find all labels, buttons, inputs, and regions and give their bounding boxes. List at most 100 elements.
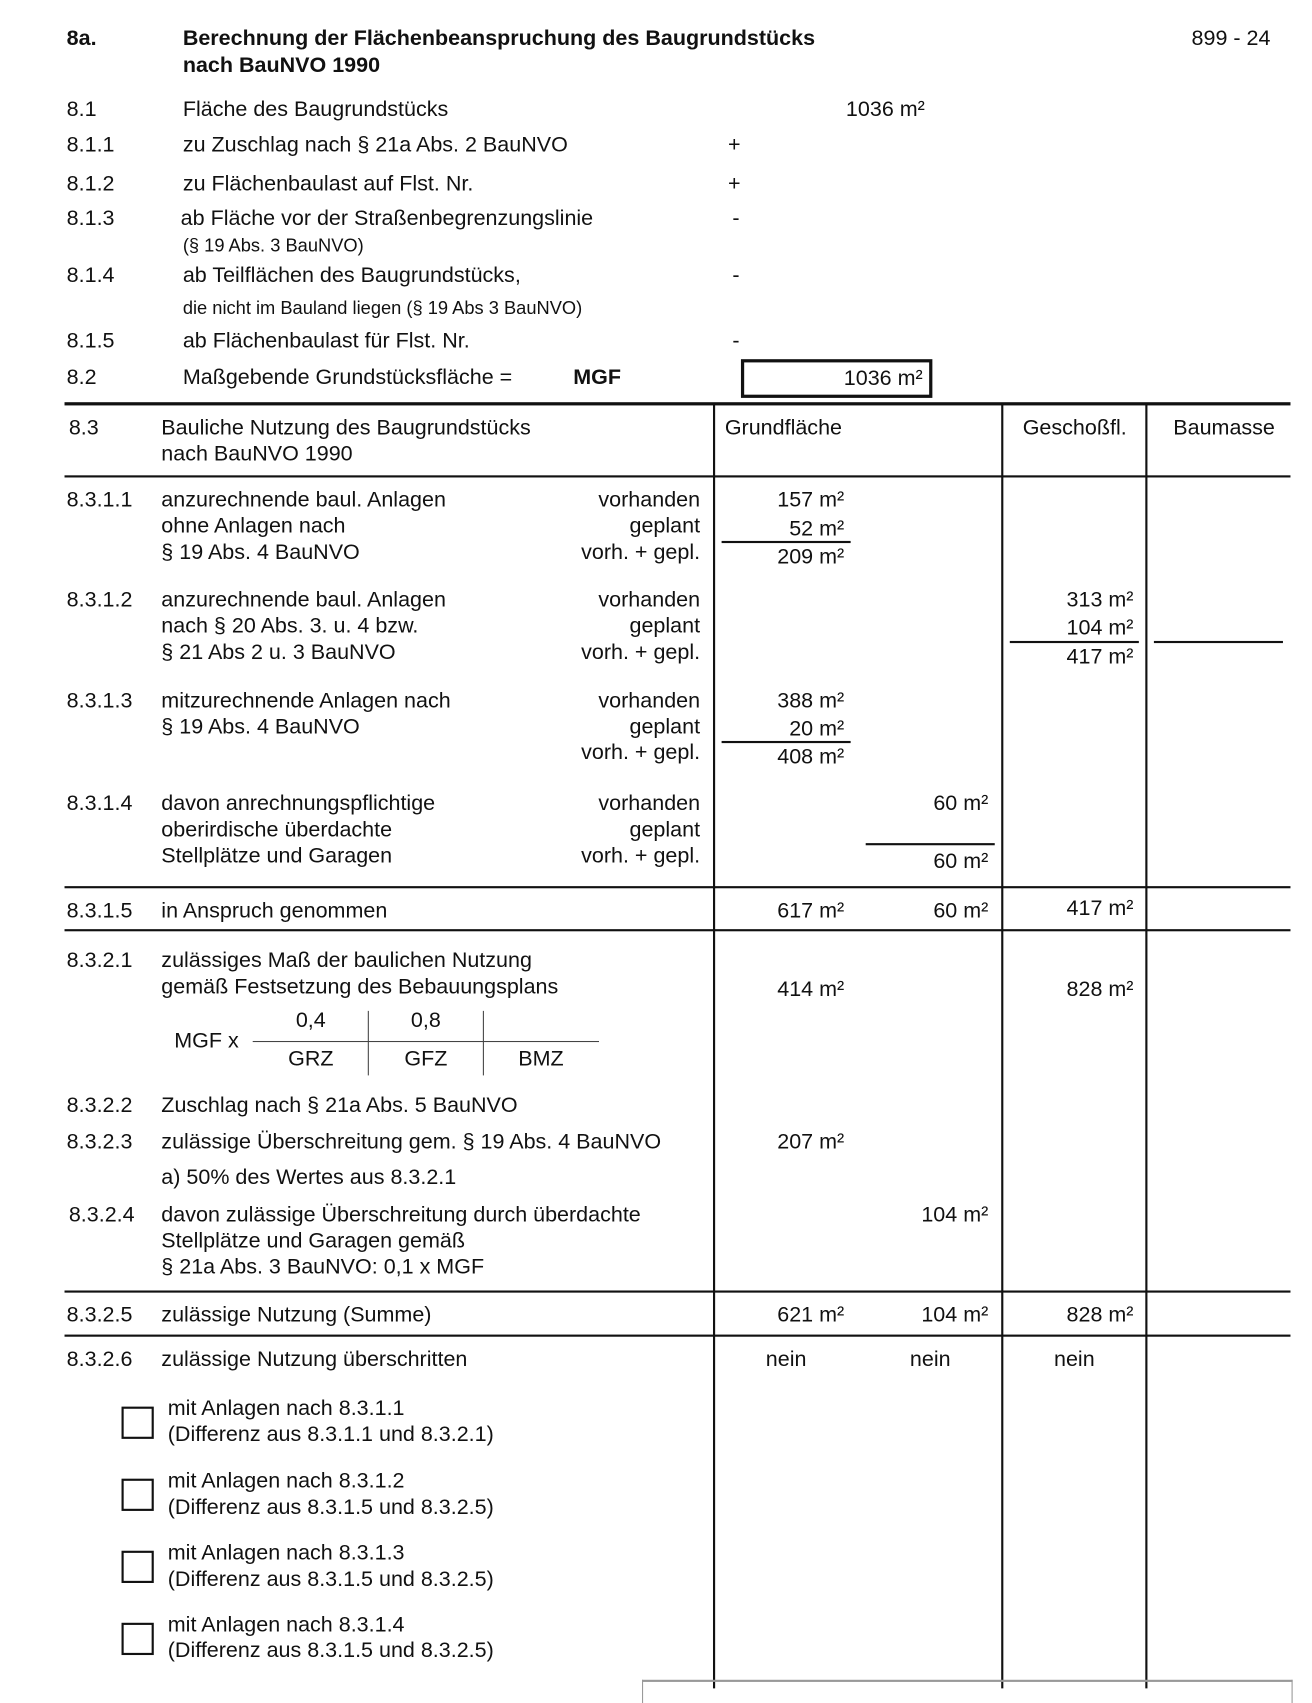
row-label: § 19 Abs. 4 BauNVO bbox=[161, 540, 360, 565]
value-grundflaeche: 621 m² bbox=[777, 1303, 845, 1328]
sum-rule bbox=[865, 843, 995, 845]
row-number: 8.3.1.3 bbox=[66, 689, 133, 713]
row-number: 8.1.5 bbox=[66, 329, 115, 353]
row-label: ohne Anlagen nach bbox=[161, 514, 346, 538]
row-label: ab Teilflächen des Baugrundstücks, bbox=[182, 263, 521, 288]
value-sum: 209 m² bbox=[777, 545, 845, 569]
state-sum: vorh. + gepl. bbox=[581, 740, 701, 765]
row-label: Zuschlag nach § 21a Abs. 5 BauNVO bbox=[161, 1093, 518, 1118]
row-number: 8.3.2.3 bbox=[66, 1130, 133, 1154]
value-vorhanden: 313 m² bbox=[1066, 588, 1134, 612]
minus-sign: - bbox=[732, 329, 740, 353]
row-number: 8.3.2.1 bbox=[66, 948, 133, 973]
page-reference: 899 - 24 bbox=[1191, 26, 1271, 51]
state-geplant: geplant bbox=[629, 614, 701, 638]
bmz-label: BMZ bbox=[518, 1047, 564, 1072]
row-number: 8.2 bbox=[66, 365, 97, 390]
value-sum: 60 m² bbox=[933, 849, 989, 874]
state-geplant: geplant bbox=[629, 715, 701, 739]
row-number: 8.1 bbox=[66, 97, 97, 122]
value-stellplaetze: 104 m² bbox=[921, 1303, 989, 1328]
column-divider bbox=[1001, 403, 1004, 1689]
state-geplant: geplant bbox=[629, 514, 701, 538]
plus-sign: + bbox=[728, 172, 741, 196]
state-sum: vorh. + gepl. bbox=[581, 540, 701, 565]
exceeded-grundflaeche: nein bbox=[765, 1347, 807, 1372]
checkbox-8314[interactable] bbox=[121, 1622, 154, 1656]
row-number: 8.3.2.6 bbox=[66, 1347, 133, 1372]
checkbox-8311[interactable] bbox=[121, 1406, 154, 1439]
section-title-line2: nach BauNVO 1990 bbox=[182, 53, 381, 78]
row-number: 8.3.1.4 bbox=[66, 791, 133, 816]
row-number: 8.1.3 bbox=[66, 206, 115, 231]
value-stellplaetze: 104 m² bbox=[921, 1203, 989, 1228]
value-geplant: 104 m² bbox=[1066, 616, 1134, 640]
checkbox-sublabel: (Differenz aus 8.3.1.5 und 8.3.2.5) bbox=[167, 1567, 494, 1592]
exceeded-geschossflaeche: nein bbox=[1053, 1347, 1095, 1372]
row-label: oberirdische überdachte bbox=[161, 818, 393, 843]
checkbox-sublabel: (Differenz aus 8.3.1.1 und 8.3.2.1) bbox=[167, 1422, 494, 1447]
table-top-rule bbox=[64, 402, 1291, 405]
checkbox-label: mit Anlagen nach 8.3.1.3 bbox=[167, 1541, 405, 1565]
checkbox-8313[interactable] bbox=[121, 1550, 154, 1583]
row-number: 8.3.2.4 bbox=[68, 1203, 135, 1228]
row-label: davon zulässige Überschreitung durch übe… bbox=[161, 1203, 641, 1228]
formula-divider bbox=[482, 1010, 484, 1076]
row-number: 8.3.1.1 bbox=[66, 488, 133, 512]
column-header-grundflaeche: Grundfläche bbox=[724, 416, 843, 440]
row-rule bbox=[64, 1334, 1291, 1337]
state-vorhanden: vorhanden bbox=[598, 689, 701, 713]
value-vorhanden: 157 m² bbox=[777, 488, 845, 512]
row-rule bbox=[64, 929, 1291, 932]
row-label: Stellplätze und Garagen bbox=[161, 844, 393, 868]
row-label: in Anspruch genommen bbox=[161, 899, 388, 923]
row-label: anzurechnende baul. Anlagen bbox=[161, 488, 446, 512]
value-geplant: 52 m² bbox=[789, 517, 845, 541]
plot-area-value: 1036 m² bbox=[845, 97, 925, 122]
value-geschossflaeche: 828 m² bbox=[1066, 1303, 1134, 1328]
value-sum: 417 m² bbox=[1066, 645, 1134, 669]
row-label: zu Zuschlag nach § 21a Abs. 2 BauNVO bbox=[182, 133, 568, 158]
sum-rule bbox=[1009, 640, 1139, 643]
state-vorhanden: vorhanden bbox=[598, 588, 701, 612]
formula-prefix: MGF x bbox=[174, 1029, 239, 1053]
sum-rule bbox=[721, 740, 851, 743]
value-vorhanden: 388 m² bbox=[777, 689, 845, 713]
checkbox-label: mit Anlagen nach 8.3.1.1 bbox=[167, 1396, 405, 1421]
mgf-value: 1036 m² bbox=[843, 366, 923, 391]
row-label: ab Flächenbaulast für Flst. Nr. bbox=[182, 329, 470, 353]
state-geplant: geplant bbox=[629, 818, 701, 843]
section-title: Berechnung der Flächenbeanspruchung des … bbox=[182, 26, 816, 51]
state-vorhanden: vorhanden bbox=[598, 488, 701, 512]
row-number: 8.3.2.2 bbox=[66, 1093, 133, 1118]
row-label: Maßgebende Grundstücksfläche = bbox=[182, 365, 513, 390]
checkbox-8312[interactable] bbox=[121, 1478, 154, 1511]
row-label: nach § 20 Abs. 3. u. 4 bzw. bbox=[161, 614, 419, 638]
state-vorhanden: vorhanden bbox=[598, 791, 701, 816]
row-label: zulässige Nutzung (Summe) bbox=[161, 1303, 432, 1328]
state-sum: vorh. + gepl. bbox=[581, 640, 701, 665]
minus-sign: - bbox=[732, 206, 740, 231]
formula-divider bbox=[367, 1010, 369, 1076]
row-number: 8.1.4 bbox=[66, 263, 115, 288]
table-title: Bauliche Nutzung des Baugrundstücks bbox=[161, 416, 531, 440]
column-divider bbox=[1145, 403, 1148, 1689]
row-label: zulässige Nutzung überschritten bbox=[161, 1347, 468, 1372]
row-rule bbox=[64, 1290, 1291, 1293]
row-label: § 19 Abs. 4 BauNVO bbox=[161, 715, 360, 739]
row-label: zu Flächenbaulast auf Flst. Nr. bbox=[182, 172, 474, 196]
section-number: 8a. bbox=[66, 26, 97, 51]
row-label: gemäß Festsetzung des Bebauungsplans bbox=[161, 975, 559, 1000]
row-number: 8.3 bbox=[68, 416, 99, 440]
mgf-abbr: MGF bbox=[573, 365, 621, 390]
row-label: Fläche des Baugrundstücks bbox=[182, 97, 449, 122]
row-label: davon anrechnungspflichtige bbox=[161, 791, 436, 816]
gfz-value: 0,8 bbox=[410, 1008, 441, 1033]
row-label: zulässige Überschreitung gem. § 19 Abs. … bbox=[161, 1130, 662, 1154]
column-header-geschossflaeche: Geschoßfl. bbox=[1022, 416, 1127, 440]
value-grundflaeche: 617 m² bbox=[777, 899, 845, 923]
row-rule bbox=[64, 475, 1291, 478]
row-label: anzurechnende baul. Anlagen bbox=[161, 588, 446, 612]
plus-sign: + bbox=[728, 133, 741, 158]
